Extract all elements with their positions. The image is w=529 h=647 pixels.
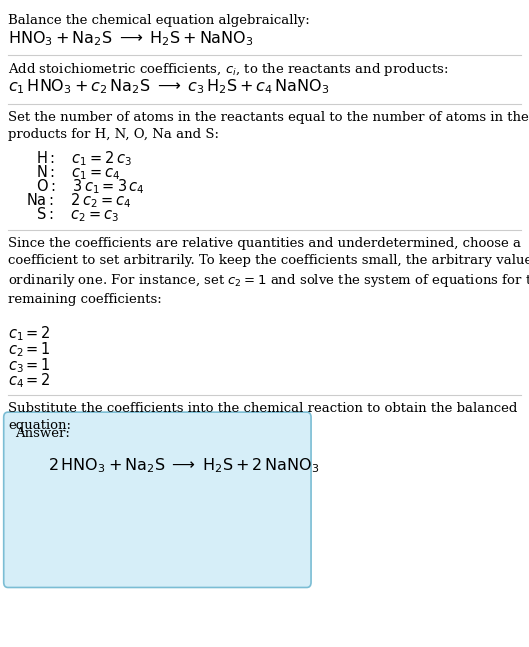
- Text: Since the coefficients are relative quantities and underdetermined, choose a
coe: Since the coefficients are relative quan…: [8, 237, 529, 306]
- Text: Add stoichiometric coefficients, $c_i$, to the reactants and products:: Add stoichiometric coefficients, $c_i$, …: [8, 61, 448, 78]
- Text: Set the number of atoms in the reactants equal to the number of atoms in the
pro: Set the number of atoms in the reactants…: [8, 111, 528, 141]
- Text: Substitute the coefficients into the chemical reaction to obtain the balanced
eq: Substitute the coefficients into the che…: [8, 402, 517, 432]
- Text: $c_1\,\mathrm{HNO_3} + c_2\,\mathrm{Na_2S} \;\longrightarrow\; c_3\,\mathrm{H_2S: $c_1\,\mathrm{HNO_3} + c_2\,\mathrm{Na_2…: [8, 78, 330, 96]
- Text: Answer:: Answer:: [15, 427, 70, 440]
- Text: $\mathrm{S{:}}\quad c_2 = c_3$: $\mathrm{S{:}}\quad c_2 = c_3$: [36, 206, 118, 225]
- Text: Balance the chemical equation algebraically:: Balance the chemical equation algebraica…: [8, 14, 309, 27]
- FancyBboxPatch shape: [4, 412, 311, 587]
- Text: $\mathrm{H{:}}\quad c_1 = 2\,c_3$: $\mathrm{H{:}}\quad c_1 = 2\,c_3$: [36, 149, 132, 168]
- Text: $c_2 = 1$: $c_2 = 1$: [8, 340, 51, 359]
- Text: $c_1 = 2$: $c_1 = 2$: [8, 325, 51, 344]
- Text: $\mathrm{O{:}}\quad 3\,c_1 = 3\,c_4$: $\mathrm{O{:}}\quad 3\,c_1 = 3\,c_4$: [36, 177, 144, 196]
- Text: $\mathrm{HNO_3 + Na_2S \;\longrightarrow\; H_2S + NaNO_3}$: $\mathrm{HNO_3 + Na_2S \;\longrightarrow…: [8, 29, 253, 48]
- Text: $c_3 = 1$: $c_3 = 1$: [8, 356, 51, 375]
- Text: $2\,\mathrm{HNO_3 + Na_2S \;\longrightarrow\; H_2S + 2\,NaNO_3}$: $2\,\mathrm{HNO_3 + Na_2S \;\longrightar…: [48, 456, 319, 475]
- Text: $c_4 = 2$: $c_4 = 2$: [8, 371, 51, 390]
- Text: $\mathrm{Na{:}}\quad 2\,c_2 = c_4$: $\mathrm{Na{:}}\quad 2\,c_2 = c_4$: [26, 192, 132, 210]
- Text: $\mathrm{N{:}}\quad c_1 = c_4$: $\mathrm{N{:}}\quad c_1 = c_4$: [36, 163, 121, 182]
